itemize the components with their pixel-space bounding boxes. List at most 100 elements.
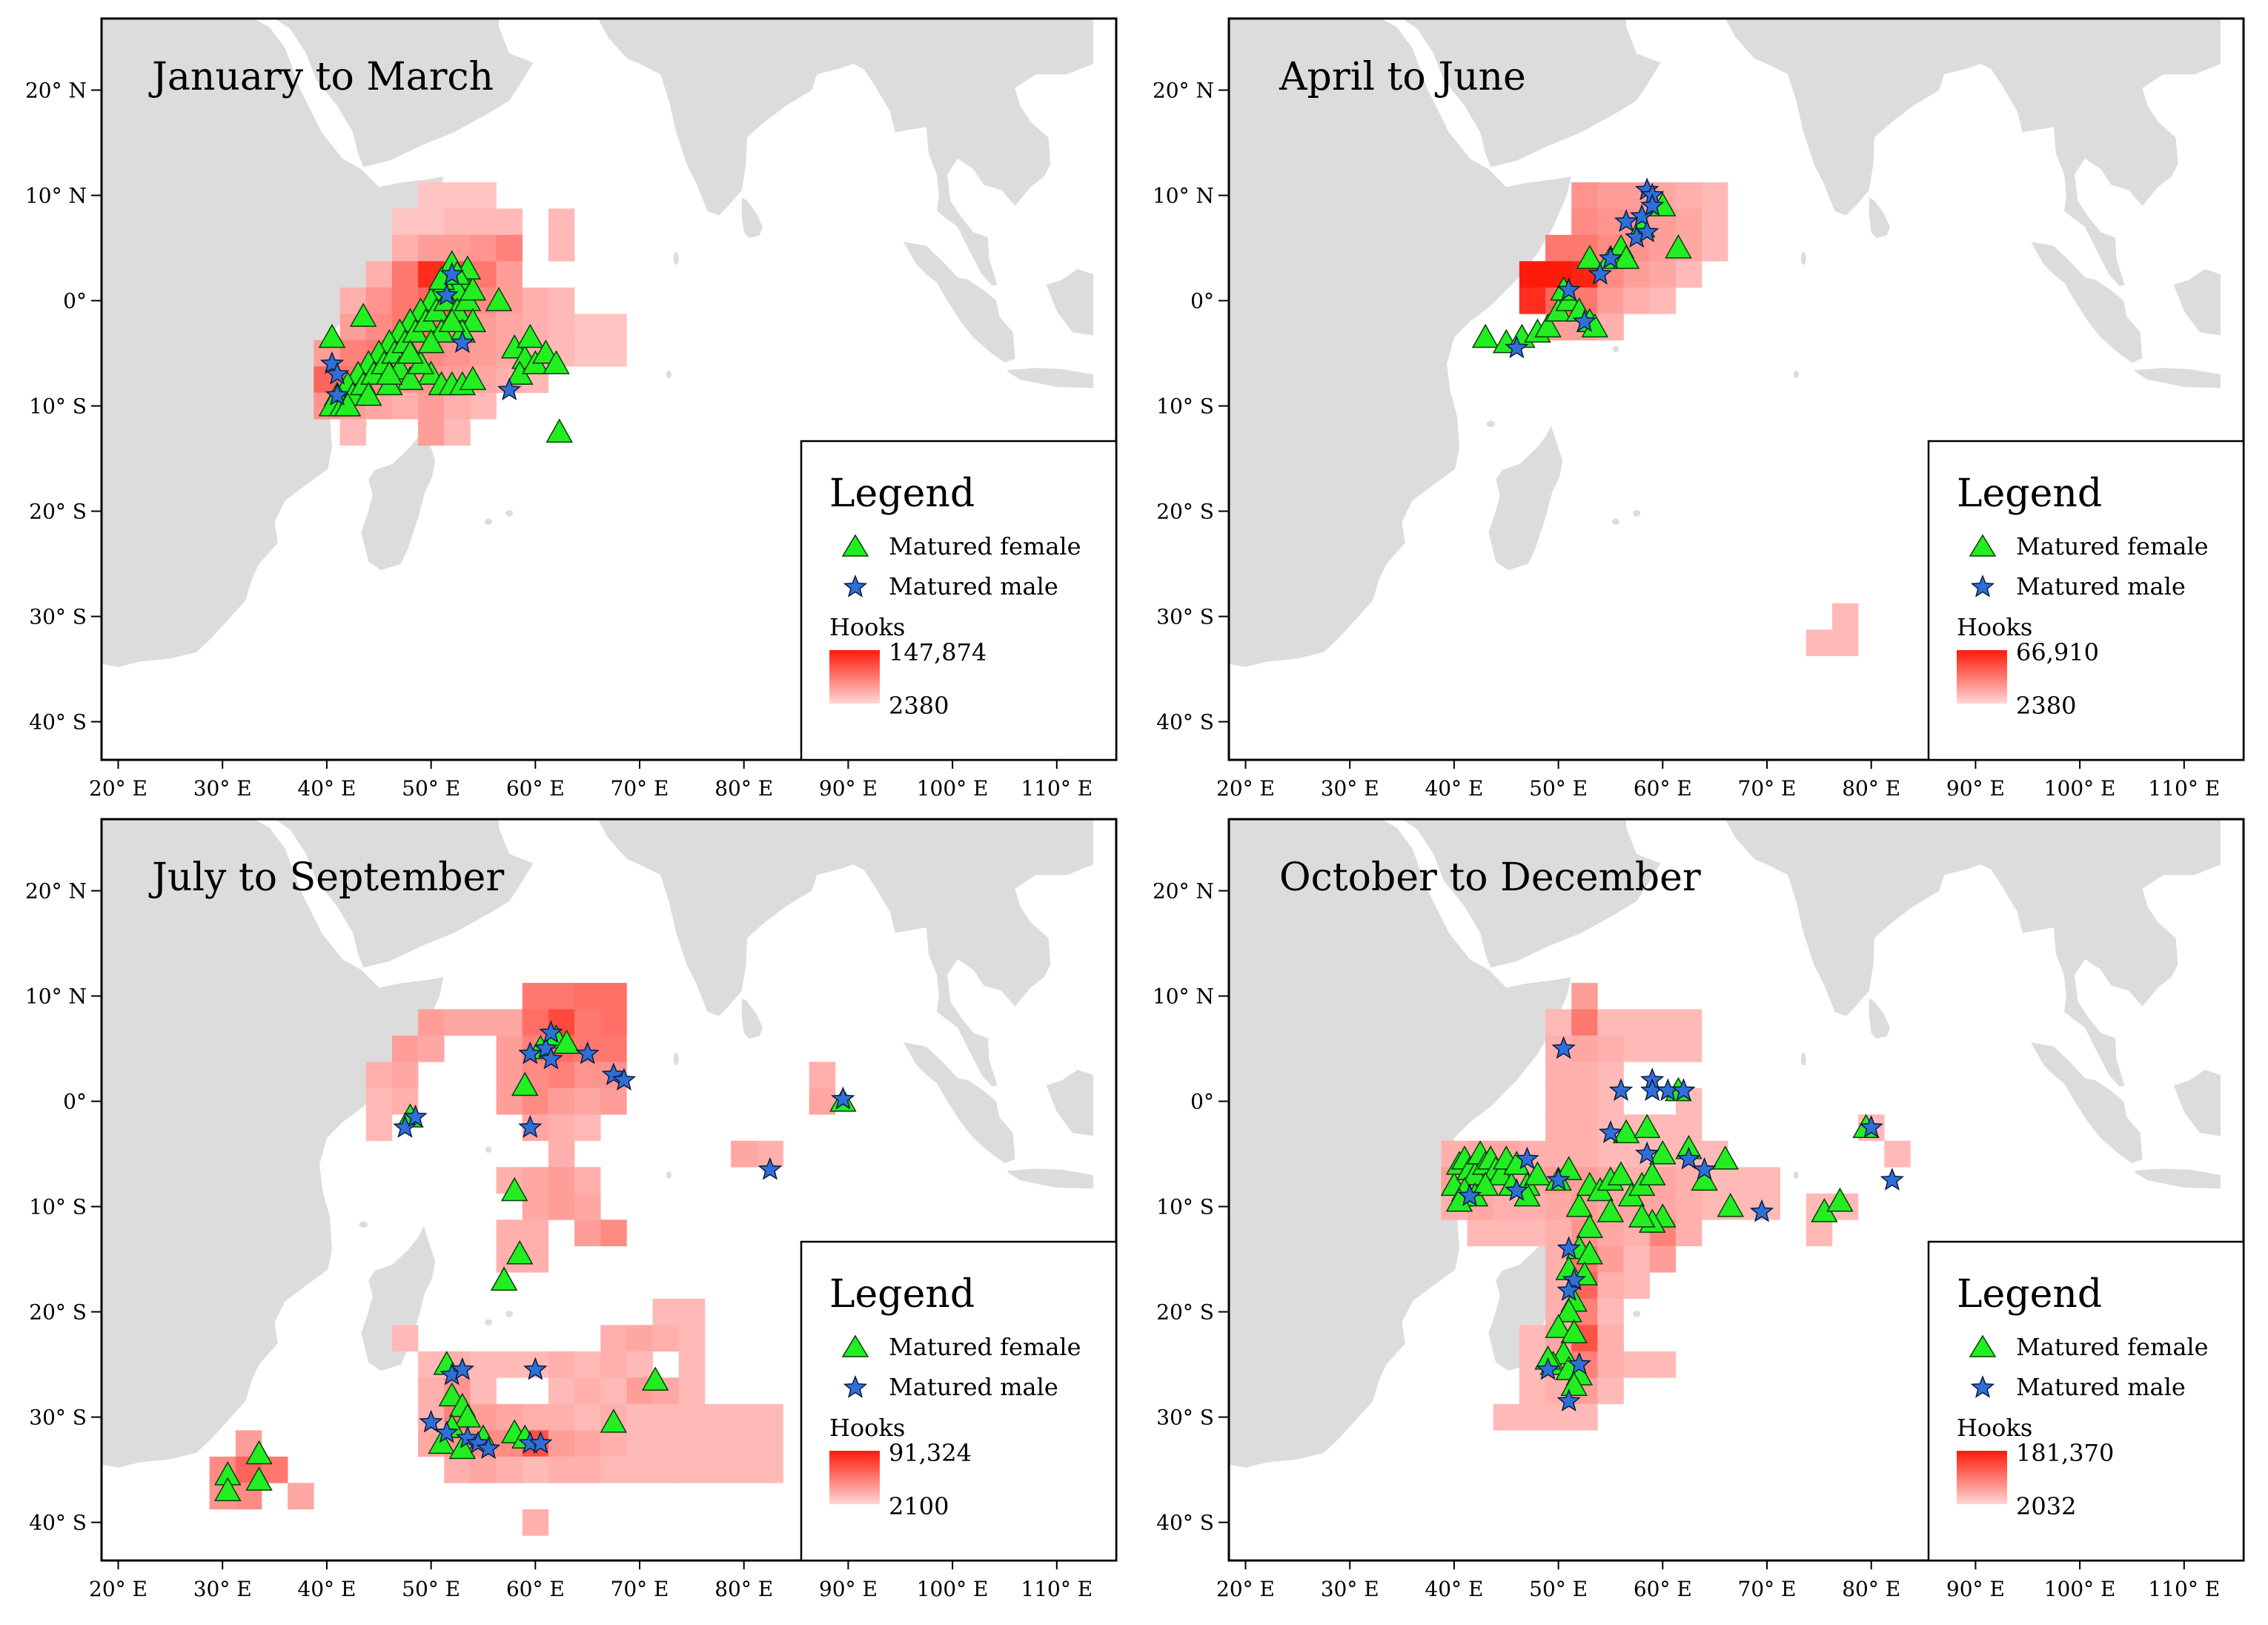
panel-1-legend-female-label: Matured female	[889, 532, 1081, 560]
panel-3-legend-hooks-max: 91,324	[889, 1439, 972, 1467]
panel-3-effort-cell	[418, 1377, 445, 1405]
panel-3-island	[666, 1171, 672, 1179]
panel-4-effort-cell	[1597, 1035, 1624, 1062]
panel-1-effort-cell	[548, 287, 575, 314]
panel-1-lat-tick-label: 10° N	[25, 184, 87, 208]
panel-1-sumatra	[903, 242, 1015, 363]
panel-4-lat-tick-label: 20° S	[1156, 1300, 1214, 1325]
panel-3-effort-cell	[548, 1193, 575, 1220]
panel-1-island	[666, 370, 672, 378]
panel-4-female-marker	[1826, 1187, 1854, 1212]
panel-3-legend-hooks-label: Hooks	[829, 1414, 905, 1442]
panel-2-lat-tick-label: 20° N	[1153, 79, 1214, 103]
panel-4-female-marker	[1607, 1161, 1635, 1185]
panel-4-male-marker	[1598, 1120, 1623, 1143]
panel-3-male-marker	[455, 1425, 480, 1449]
panel-2-lon-tick-label: 90° E	[1946, 776, 2005, 801]
panel-3-lat-tick-label: 20° N	[25, 879, 87, 904]
panel-4-female-marker	[1711, 1145, 1740, 1170]
panel-4-sri-lanka	[1869, 998, 1890, 1039]
panel-3-male-marker	[523, 1357, 548, 1380]
panel-4-female-marker	[1612, 1119, 1640, 1144]
panel-3-effort-cell	[548, 1167, 575, 1194]
panel-3-effort-cell	[496, 1351, 523, 1378]
panel-1-effort-cell	[496, 261, 523, 288]
panel-1-lon-tick-label: 70° E	[611, 776, 669, 801]
panel-4-legend-male-icon	[1970, 1374, 1995, 1398]
panel-1-lat-tick-label: 0°	[63, 289, 87, 314]
panel-1-effort-cell	[470, 340, 497, 367]
panel-1-male-marker	[325, 383, 350, 406]
panel-3-effort-cell	[574, 1403, 601, 1431]
panel-1-female-marker	[438, 308, 466, 332]
panel-3-effort-cell	[600, 1377, 627, 1405]
panel-3-female-marker	[641, 1366, 669, 1391]
panel-4-island	[1800, 1053, 1806, 1066]
panel-3-effort-cell	[678, 1430, 706, 1457]
panel-4-iran-landmass	[1548, 819, 1621, 828]
panel-4-effort-cell	[1597, 1009, 1624, 1036]
panel-3-effort-cell	[757, 1403, 783, 1431]
panel-1-male-marker	[319, 351, 345, 374]
panel-3-island	[485, 1319, 492, 1326]
panel-2-effort-cell	[1597, 287, 1624, 314]
panel-3-male-marker	[518, 1115, 543, 1138]
panel-4-effort-cell	[1675, 1035, 1702, 1062]
panel-3-effort-cell	[496, 1009, 523, 1036]
panel-1-effort-cell	[365, 287, 393, 314]
panel-1-lon-tick-label: 80° E	[714, 776, 773, 801]
panel-3-effort-cell	[548, 1403, 575, 1431]
panel-2-effort-cell	[1831, 603, 1859, 630]
panel-4-lat-tick-label: 40° S	[1156, 1511, 1214, 1535]
panel-3-island	[673, 1053, 679, 1066]
panel-4-lon-tick-label: 50° E	[1529, 1577, 1588, 1601]
panel-1-female-marker	[485, 287, 513, 311]
panel-1-male-marker	[325, 361, 350, 385]
panel-3-lon-tick-label: 50° E	[402, 1577, 460, 1601]
panel-4-effort-cell	[1571, 1009, 1598, 1036]
panel-4-male-marker	[1880, 1168, 1905, 1191]
panel-3-male-marker	[518, 1041, 543, 1065]
panel-4-effort-cell	[1597, 1140, 1624, 1168]
panel-1-lon-tick-label: 50° E	[402, 776, 460, 801]
panel-4-female-marker	[1576, 1214, 1604, 1238]
panel-3-lon-tick-label: 110° E	[1021, 1577, 1092, 1601]
panel-2-effort-cell	[1702, 234, 1728, 262]
panel-3-effort-cell	[522, 1167, 549, 1194]
panel-2-effort-cell	[1649, 261, 1677, 288]
panel-2-map-layer	[1229, 19, 2221, 667]
panel-3-effort-cell	[678, 1325, 706, 1352]
panel-1-lat-tick-label: 20° N	[25, 79, 87, 103]
panel-3-iran-landmass	[420, 819, 494, 828]
panel-3-effort-cell	[496, 1456, 523, 1483]
panel-3-female-marker	[245, 1466, 273, 1491]
panel-3-female-marker	[505, 1240, 534, 1265]
panel-1-female-marker	[349, 302, 377, 327]
panel-4-male-marker	[1536, 1357, 1560, 1380]
panel-3-effort-cell	[365, 1088, 393, 1115]
panel-3-effort-cell	[600, 1456, 627, 1483]
panel-1-lon-tick-label: 40° E	[297, 776, 356, 801]
panel-2-male-marker	[1556, 277, 1581, 301]
panel-4-female-marker	[1633, 1113, 1661, 1139]
panel-3-effort-cell	[522, 1219, 549, 1247]
panel-3-legend-hooks-min: 2100	[889, 1492, 949, 1520]
panel-4-male-marker	[1515, 1146, 1539, 1170]
panel-1-legend-hooks-min: 2380	[889, 692, 949, 720]
panel-1-female-marker	[397, 365, 424, 391]
panel-2-effort-cell	[1675, 182, 1702, 209]
panel-4-island	[1793, 1171, 1799, 1179]
panel-3-effort-cell	[731, 1140, 757, 1168]
panel-4-lon-tick-label: 70° E	[1738, 1577, 1797, 1601]
panel-3-effort-cell	[678, 1403, 706, 1431]
panel-3-effort-cell	[548, 1140, 575, 1168]
panel-3-effort-cell	[574, 1009, 601, 1036]
panel-3-effort-cell	[678, 1456, 706, 1483]
panel-3-female-marker	[511, 1071, 539, 1096]
panel-3-lat-tick-label: 30° S	[29, 1406, 87, 1430]
panel-4-title: October to December	[1279, 855, 1701, 900]
panel-4-effort-cell	[1597, 1245, 1624, 1273]
panel-2-lat-tick-label: 10° N	[1153, 184, 1214, 208]
panel-1-female-marker	[459, 276, 487, 301]
panel-3-effort-cell	[600, 1351, 627, 1378]
